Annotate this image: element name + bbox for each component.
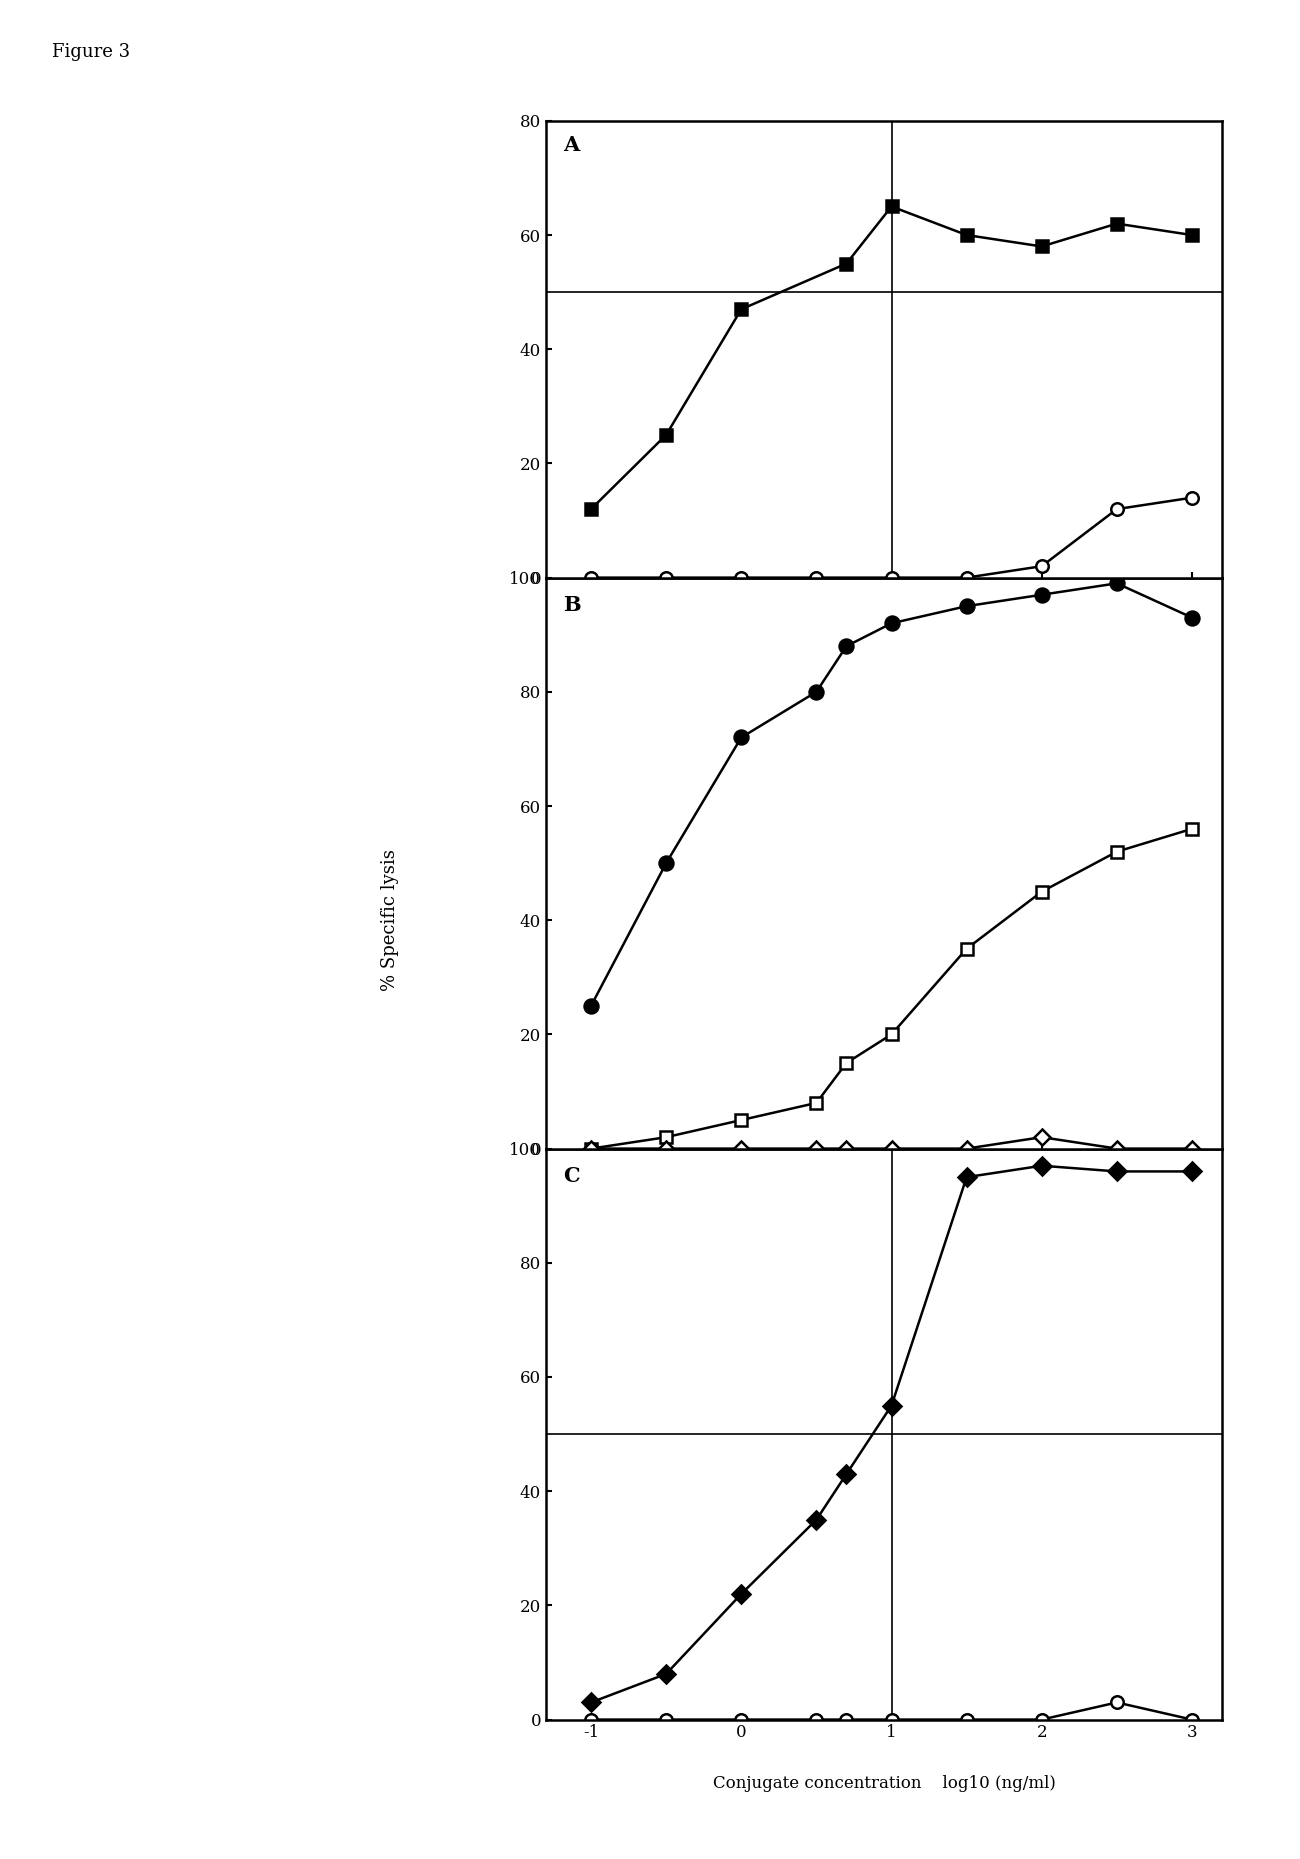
Text: C: C xyxy=(563,1166,580,1186)
Text: A: A xyxy=(563,134,580,154)
Text: % Specific lysis: % Specific lysis xyxy=(381,850,399,991)
Text: Conjugate concentration    log10 (ng/ml): Conjugate concentration log10 (ng/ml) xyxy=(712,1775,1056,1792)
Text: Figure 3: Figure 3 xyxy=(52,43,130,61)
Text: B: B xyxy=(563,595,581,615)
